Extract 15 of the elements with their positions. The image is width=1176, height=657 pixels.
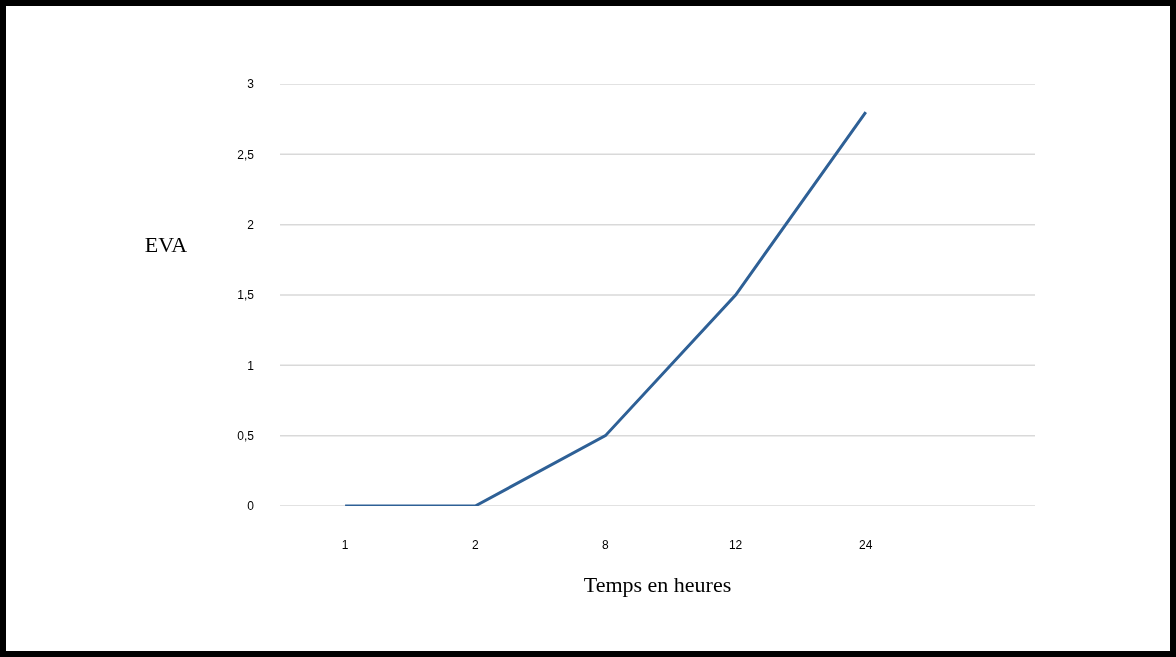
y-axis-title: EVA xyxy=(144,232,188,257)
y-tick-label: 0,5 xyxy=(237,428,255,443)
x-axis-title: Temps en heures xyxy=(583,571,732,597)
y-tick-label: 1,5 xyxy=(237,288,255,303)
y-tick-label: 2 xyxy=(247,217,255,232)
y-tick-label: 2,5 xyxy=(237,147,255,162)
y-tick-label: 3 xyxy=(247,77,255,92)
x-tick-label: 12 xyxy=(728,538,743,552)
line-series xyxy=(343,110,868,506)
x-tick-label: 8 xyxy=(602,538,610,552)
x-tick-label: 1 xyxy=(341,538,349,552)
x-tick-label: 24 xyxy=(859,538,873,552)
y-tick-label: 0 xyxy=(247,499,255,514)
x-tick-label: 2 xyxy=(471,538,479,552)
y-tick-label: 1 xyxy=(247,358,255,373)
